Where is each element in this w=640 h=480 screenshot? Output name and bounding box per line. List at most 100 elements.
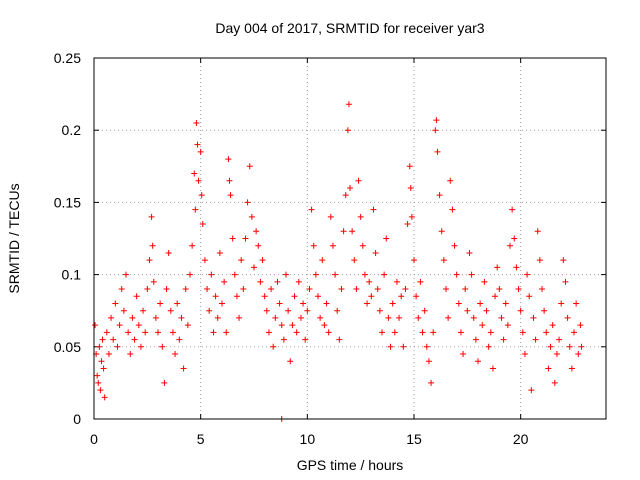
- data-point: [345, 101, 352, 108]
- data-point: [146, 257, 153, 264]
- x-tick-label: 10: [300, 431, 316, 447]
- data-point: [242, 235, 249, 242]
- data-point: [393, 278, 400, 285]
- data-point: [357, 213, 364, 220]
- y-tick-label: 0.05: [54, 339, 81, 355]
- data-point: [432, 127, 439, 134]
- data-point: [573, 300, 580, 307]
- data-point: [443, 286, 449, 293]
- data-point: [306, 286, 313, 293]
- data-point: [210, 329, 217, 336]
- data-point: [193, 119, 200, 126]
- data-point: [103, 329, 110, 336]
- data-point: [361, 271, 368, 278]
- data-point: [485, 343, 492, 350]
- data-point: [342, 192, 349, 199]
- data-point: [381, 271, 388, 278]
- data-point: [317, 314, 324, 321]
- data-point: [578, 343, 585, 350]
- data-point: [349, 228, 356, 235]
- data-point: [539, 286, 545, 293]
- data-point: [194, 141, 201, 148]
- data-point: [398, 293, 405, 300]
- y-axis-label: SRMTID / TECUs: [6, 183, 22, 293]
- data-point: [489, 365, 496, 372]
- data-point: [272, 314, 279, 321]
- data-point: [255, 242, 262, 249]
- data-point: [216, 249, 223, 256]
- data-point: [556, 336, 563, 343]
- data-point: [436, 192, 443, 199]
- data-point: [329, 242, 336, 249]
- data-point: [368, 293, 375, 300]
- data-point: [460, 351, 467, 358]
- data-point: [283, 271, 289, 278]
- data-point: [496, 286, 503, 293]
- data-point: [219, 300, 225, 307]
- data-point: [413, 293, 420, 300]
- data-point: [562, 278, 569, 285]
- data-point: [347, 184, 353, 191]
- data-point: [212, 293, 219, 300]
- data-point: [246, 163, 253, 170]
- data-point: [553, 351, 560, 358]
- data-point: [152, 314, 159, 321]
- data-point: [507, 242, 513, 249]
- data-point: [532, 336, 539, 343]
- data-point: [291, 293, 298, 300]
- y-tick-label: 0.25: [54, 50, 81, 66]
- data-point: [233, 293, 240, 300]
- data-point: [94, 372, 101, 379]
- data-point: [530, 314, 537, 321]
- data-point: [513, 264, 520, 271]
- data-point: [274, 278, 281, 285]
- data-point: [481, 278, 488, 285]
- chart-title: Day 004 of 2017, SRMTID for receiver yar…: [215, 20, 484, 36]
- data-point: [148, 213, 155, 220]
- data-point: [98, 358, 105, 365]
- data-point: [149, 242, 156, 249]
- data-point: [477, 300, 484, 307]
- data-point: [140, 307, 147, 314]
- data-point: [172, 351, 179, 358]
- data-point: [199, 221, 206, 228]
- data-point: [453, 271, 460, 278]
- data-point: [101, 394, 108, 401]
- data-point: [560, 257, 567, 264]
- data-point: [415, 314, 422, 321]
- data-point: [97, 387, 104, 394]
- data-point: [236, 314, 243, 321]
- data-point: [558, 300, 565, 307]
- data-point: [487, 329, 494, 336]
- data-point: [568, 365, 575, 372]
- data-point: [479, 322, 486, 329]
- data-point: [455, 300, 462, 307]
- x-tick-label: 20: [513, 431, 529, 447]
- data-point: [300, 300, 307, 307]
- data-point: [238, 257, 245, 264]
- data-point: [430, 329, 437, 336]
- data-point: [278, 322, 285, 329]
- data-point: [434, 148, 441, 155]
- data-point: [142, 329, 149, 336]
- data-point: [359, 242, 366, 249]
- data-point: [225, 156, 232, 163]
- data-point: [116, 322, 123, 329]
- data-point: [312, 271, 319, 278]
- data-point: [265, 329, 272, 336]
- data-point: [182, 286, 189, 293]
- data-point: [411, 257, 417, 264]
- data-point: [338, 286, 345, 293]
- data-point: [528, 387, 535, 394]
- data-point: [137, 343, 144, 350]
- data-point: [231, 271, 238, 278]
- data-point: [502, 300, 509, 307]
- data-point: [391, 329, 398, 336]
- data-point: [319, 257, 326, 264]
- plot-frame: [93, 57, 607, 420]
- data-point: [336, 336, 343, 343]
- data-point: [340, 228, 347, 235]
- data-point: [376, 307, 383, 314]
- data-point: [112, 300, 119, 307]
- data-point: [144, 286, 151, 293]
